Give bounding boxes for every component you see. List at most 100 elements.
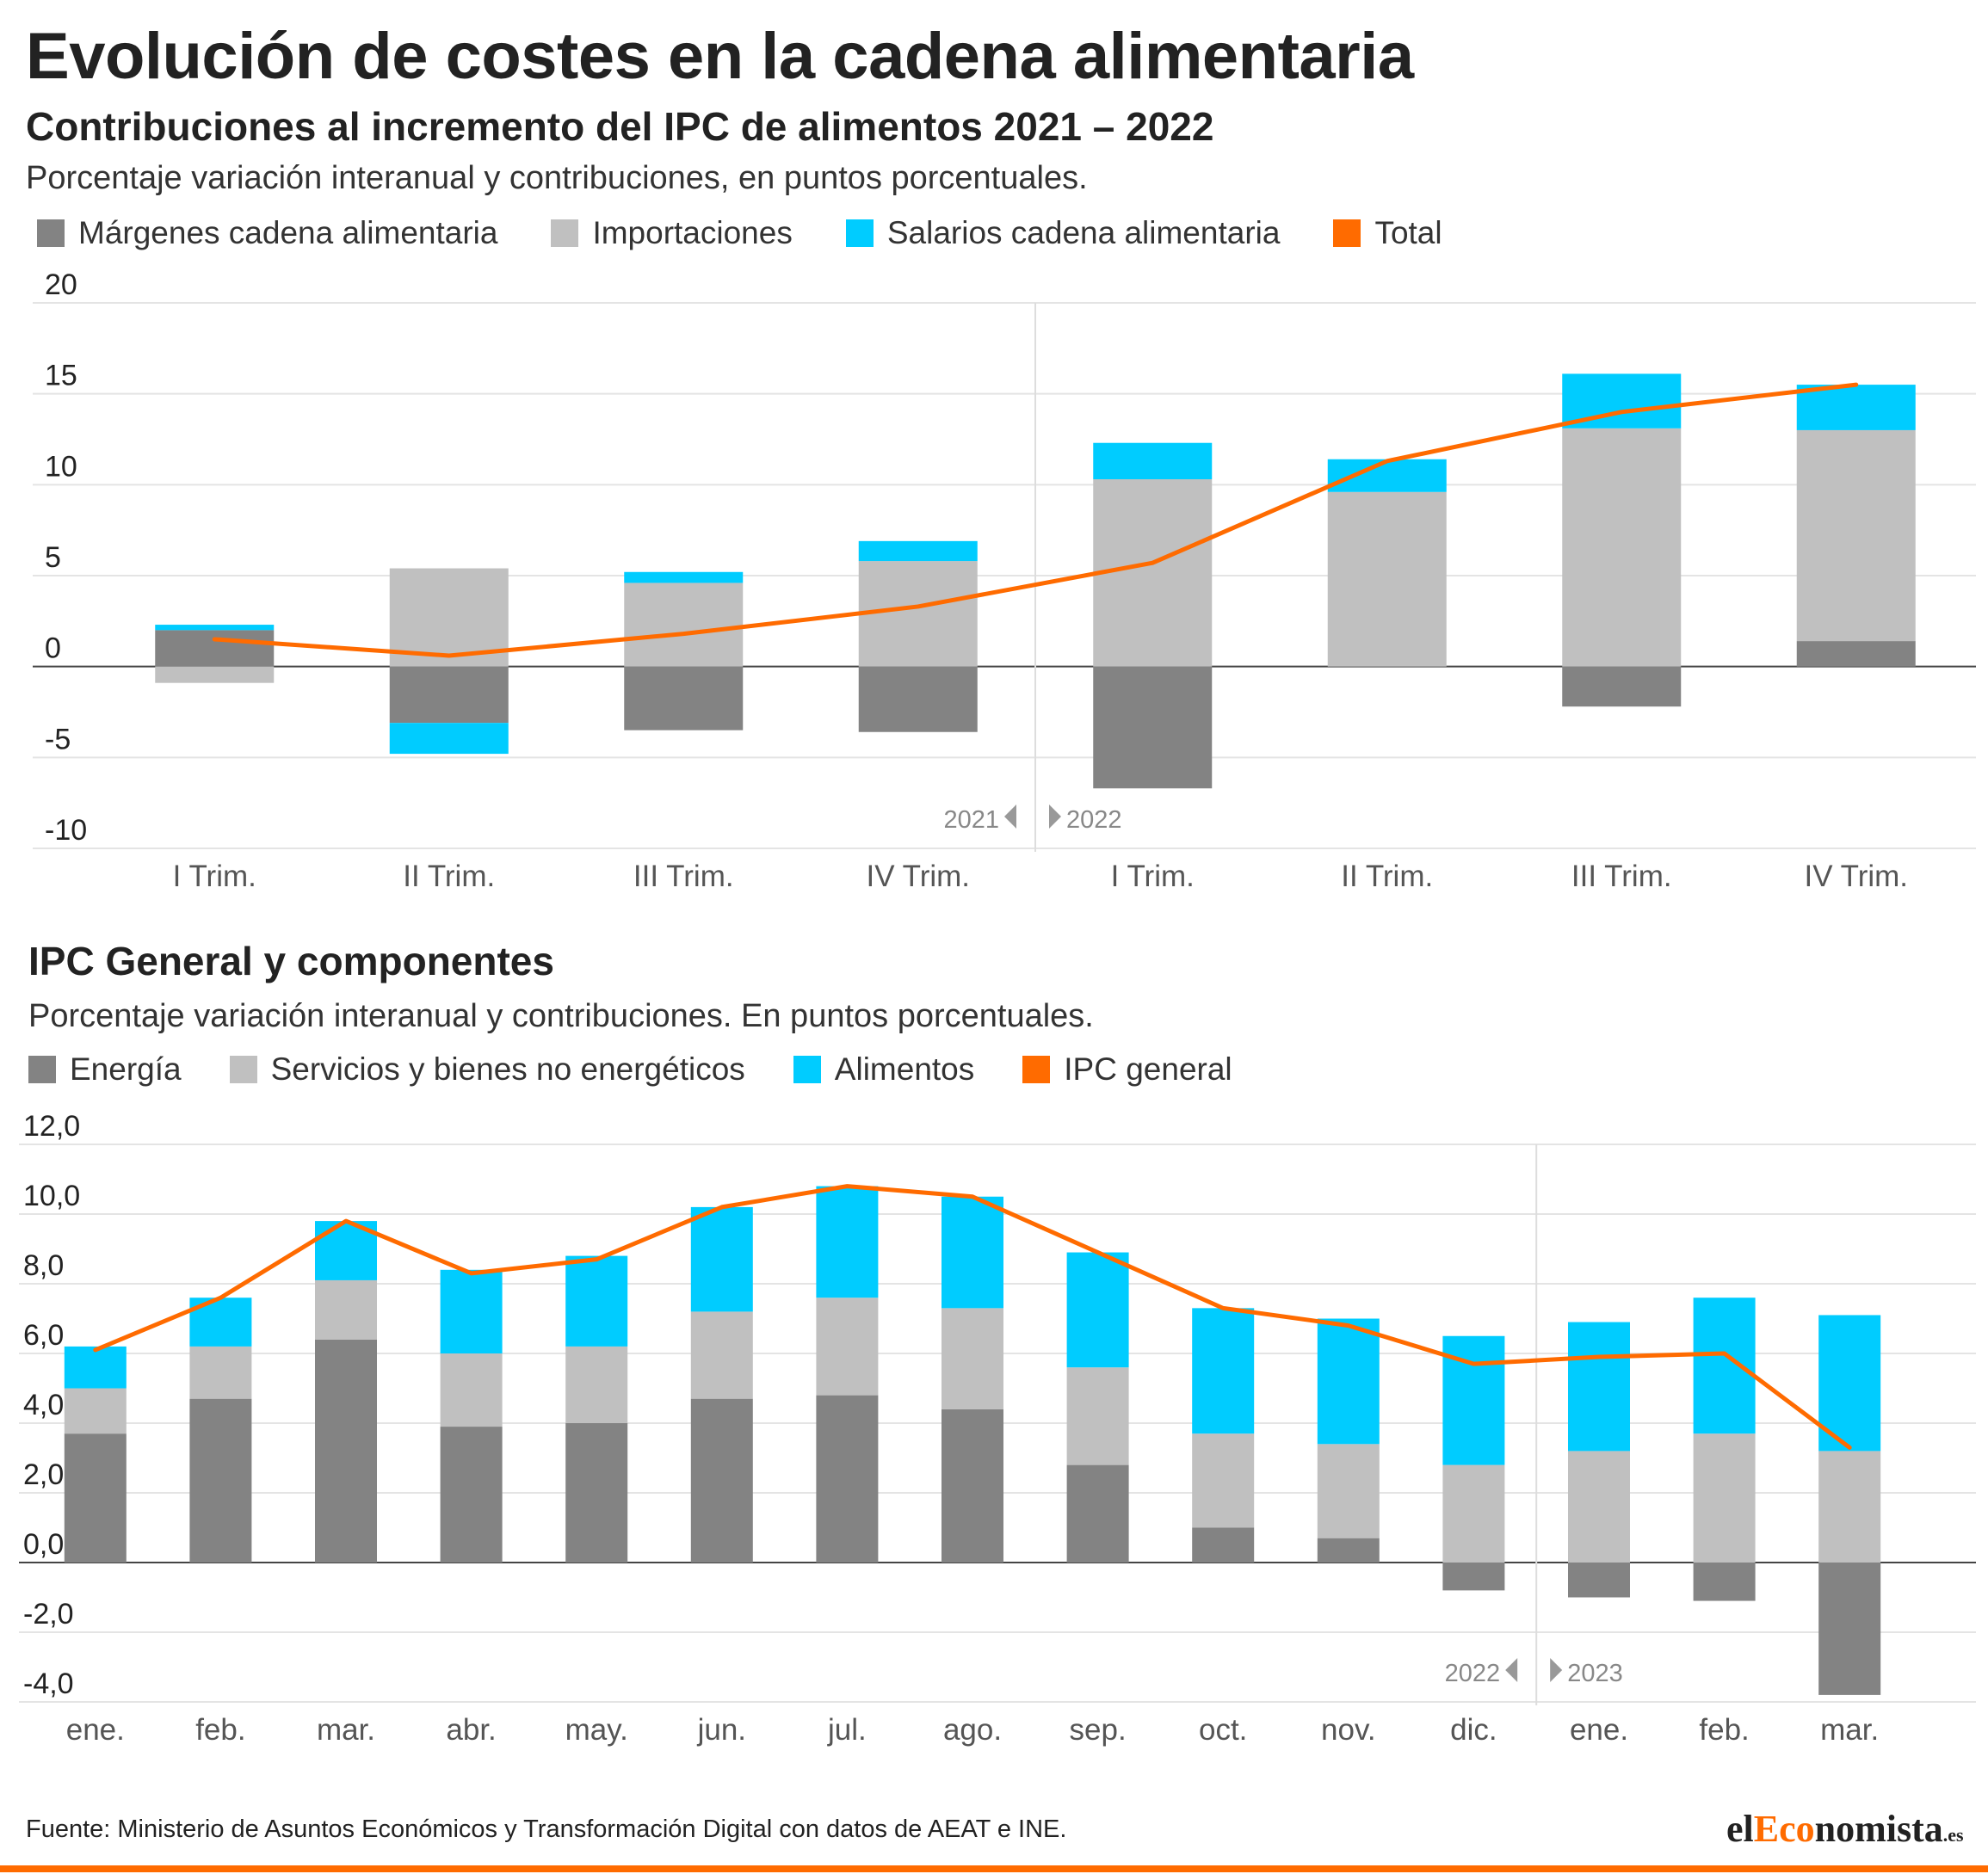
bar-segment-dark (1568, 1563, 1630, 1598)
bottom-accent-line (0, 1865, 1988, 1872)
y-tick-label: 12,0 (23, 1110, 80, 1143)
x-tick-label: II Trim. (403, 860, 495, 893)
bar-segment-light (1818, 1451, 1881, 1563)
bar-segment-light (1066, 1367, 1129, 1465)
bar-segment-light (1562, 428, 1682, 667)
legend-swatch-importaciones (551, 219, 579, 247)
chart2-plot: 12,0 10,0 8,0 6,0 4,0 2,0 0,0 -2,0 -4,0 2022 2023 e… (19, 1110, 1976, 1747)
arrow-left-icon (1505, 1658, 1518, 1682)
legend-item-total: Total (1333, 215, 1442, 251)
legend-swatch-ipc-general (1022, 1056, 1051, 1083)
bar-segment-light (1327, 491, 1447, 667)
bar-segment-dark (189, 1398, 252, 1563)
y-tick-label: 6,0 (23, 1319, 64, 1352)
bar-segment-cyan (440, 1269, 503, 1353)
y-tick-label: 2,0 (23, 1458, 64, 1491)
x-tick-label: ene. (1570, 1713, 1628, 1747)
arrow-right-icon (1550, 1658, 1563, 1682)
x-tick-label: dic. (1450, 1713, 1497, 1747)
x-tick-label: ene. (66, 1713, 125, 1747)
bar-segment-light (1192, 1433, 1255, 1528)
bar-segment-light (440, 1353, 503, 1427)
bar-segment-cyan (389, 723, 509, 755)
bar-segment-light (858, 561, 978, 667)
bar-segment-cyan (1568, 1322, 1630, 1452)
y-tick-label: 4,0 (23, 1389, 64, 1421)
x-tick-label: sep. (1070, 1713, 1127, 1747)
year-label-left: 2022 (1445, 1660, 1501, 1687)
y-tick-label: -4,0 (23, 1667, 74, 1700)
chart1-subtitle: Contribuciones al incremento del IPC de … (26, 104, 1214, 149)
logo-highlight: Eco (1753, 1808, 1815, 1850)
bar-segment-cyan (624, 571, 744, 583)
bar-segment-dark (1093, 666, 1213, 789)
x-tick-label: may. (565, 1713, 628, 1747)
x-tick-label: mar. (317, 1713, 375, 1747)
y-tick-label: 20 (45, 268, 77, 301)
legend-label-ipc-general: IPC general (1064, 1051, 1232, 1087)
chart2-note: Porcentaje variación interanual y contri… (28, 998, 1094, 1034)
bar-segment-dark (1442, 1563, 1505, 1591)
legend-swatch-total (1333, 219, 1361, 247)
publisher-logo: elEconomista.es (1726, 1807, 1964, 1851)
x-tick-label: I Trim. (173, 860, 256, 893)
bar-segment-dark (942, 1409, 1003, 1563)
bar-segment-cyan (1093, 442, 1213, 479)
y-tick-label: -10 (45, 814, 87, 847)
legend-label-alimentos: Alimentos (834, 1051, 975, 1087)
legend-item-servicios: Servicios y bienes no energéticos (229, 1051, 745, 1088)
bar-segment-dark (389, 666, 509, 724)
bar-segment-cyan (64, 1346, 127, 1389)
bar-segment-cyan (942, 1196, 1003, 1309)
bar-segment-light (942, 1308, 1003, 1409)
legend-label-importaciones: Importaciones (592, 215, 793, 250)
chart1-legend: Márgenes cadena alimentaria Importacione… (37, 215, 1496, 251)
x-tick-label: mar. (1820, 1713, 1879, 1747)
logo-suffix: .es (1942, 1824, 1964, 1846)
bar-segment-cyan (858, 540, 978, 562)
bar-segment-light (315, 1279, 377, 1340)
bar-segment-dark (816, 1395, 879, 1563)
x-tick-label: jun. (697, 1713, 746, 1747)
y-tick-label: 10 (45, 450, 77, 483)
legend-label-energia: Energía (70, 1051, 182, 1087)
bar-segment-light (64, 1388, 127, 1434)
bar-segment-cyan (1818, 1315, 1881, 1452)
legend-item-salarios: Salarios cadena alimentaria (845, 215, 1280, 251)
y-tick-label: 8,0 (23, 1249, 64, 1282)
x-tick-label: feb. (1699, 1713, 1749, 1747)
bar-segment-cyan (1796, 385, 1916, 430)
source-note: Fuente: Ministerio de Asuntos Económicos… (26, 1815, 1067, 1843)
x-tick-label: nov. (1321, 1713, 1376, 1747)
bar-segment-cyan (1327, 459, 1447, 492)
year-label-right: 2023 (1567, 1660, 1623, 1687)
bar-segment-cyan (1066, 1252, 1129, 1368)
legend-item-margenes: Márgenes cadena alimentaria (37, 215, 497, 251)
bar-segment-cyan (690, 1206, 753, 1312)
bar-segment-cyan (816, 1186, 879, 1298)
x-tick-label: IV Trim. (866, 860, 970, 893)
bar-segment-dark (1317, 1538, 1380, 1563)
bar-segment-cyan (565, 1255, 628, 1347)
legend-label-margenes: Márgenes cadena alimentaria (78, 215, 498, 250)
bar-segment-dark (624, 666, 744, 730)
y-tick-label: 0 (45, 632, 61, 665)
bar-segment-light (565, 1346, 628, 1423)
x-tick-label: III Trim. (1571, 860, 1672, 893)
legend-label-servicios: Servicios y bienes no energéticos (270, 1051, 745, 1087)
bar-segment-dark (1693, 1563, 1756, 1601)
bar-segment-light (1796, 429, 1916, 642)
chart2-legend: Energía Servicios y bienes no energético… (28, 1051, 1286, 1088)
legend-item-ipc-general: IPC general (1022, 1051, 1232, 1088)
y-tick-label: -5 (45, 723, 71, 755)
chart2-subtitle: IPC General y componentes (28, 939, 554, 983)
bar-segment-dark (315, 1339, 377, 1563)
bar-segment-dark (1066, 1464, 1129, 1563)
page-title: Evolución de costes en la cadena aliment… (26, 20, 1414, 93)
x-tick-label: III Trim. (633, 860, 734, 893)
year-label-left: 2021 (943, 806, 999, 834)
bar-segment-dark (1562, 666, 1682, 707)
y-tick-label: 15 (45, 360, 77, 392)
x-tick-label: ago. (943, 1713, 1002, 1747)
bar-segment-cyan (1317, 1318, 1380, 1445)
